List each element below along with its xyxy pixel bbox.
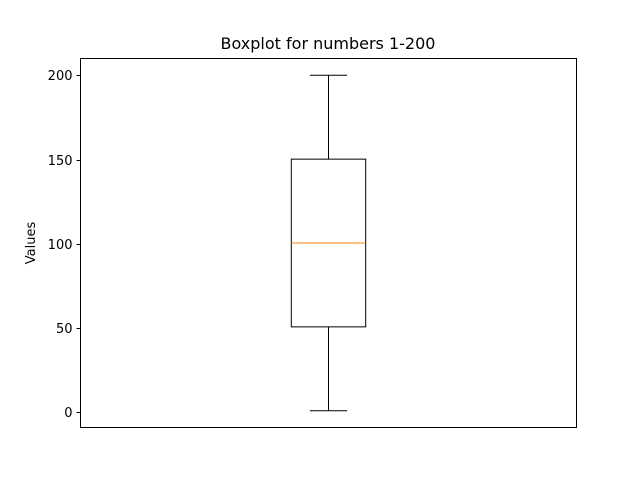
box-group xyxy=(290,74,367,412)
y-tick-label: 50 xyxy=(56,322,73,337)
y-axis-label: Values xyxy=(24,222,39,265)
box-layer xyxy=(290,74,367,412)
y-tick-label: 0 xyxy=(64,406,72,421)
y-axis-ticks: 0 50 100 150 200 xyxy=(48,69,81,421)
plot-area-frame xyxy=(80,58,577,428)
y-tick-label: 200 xyxy=(48,69,73,84)
chart-title: Boxplot for numbers 1-200 xyxy=(221,34,436,53)
y-tick-label: 100 xyxy=(48,238,73,253)
y-tick-label: 150 xyxy=(48,154,73,169)
